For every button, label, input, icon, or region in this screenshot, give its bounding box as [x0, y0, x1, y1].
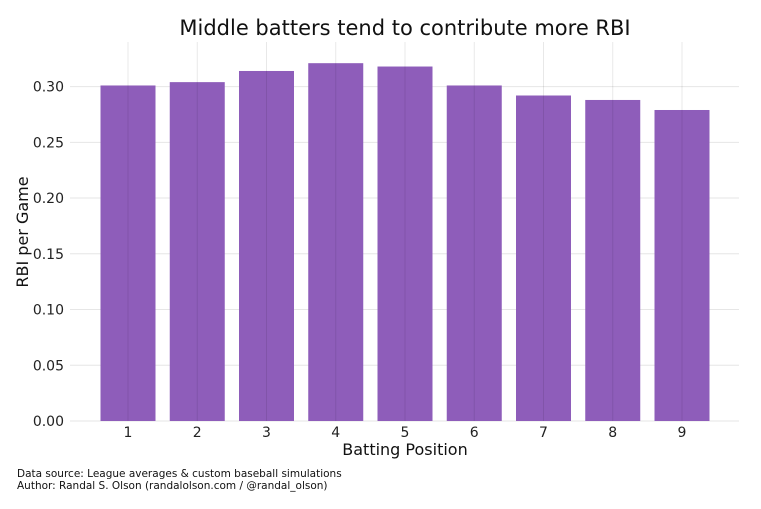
vertical-grid-lines	[127, 42, 683, 421]
bar	[169, 82, 225, 422]
bar	[654, 109, 710, 421]
x-tick-label: 6	[470, 425, 479, 441]
bar	[446, 85, 502, 422]
footer-author: Author: Randal S. Olson (randalolson.com…	[17, 480, 328, 492]
x-tick-label: 8	[608, 425, 617, 441]
bar	[308, 63, 364, 421]
y-tick-label: 0.15	[33, 247, 64, 263]
bar	[239, 70, 294, 421]
bar	[377, 66, 433, 421]
chart-title: Middle batters tend to contribute more R…	[179, 16, 630, 40]
y-tick-label: 0.05	[33, 358, 64, 374]
x-tick-label: 9	[678, 425, 687, 441]
x-tick-label: 4	[331, 425, 340, 441]
bar	[516, 95, 571, 421]
x-tick-label: 3	[262, 425, 271, 441]
x-tick-label: 2	[193, 425, 202, 441]
bars	[100, 63, 710, 422]
y-tick-label: 0.10	[33, 303, 64, 319]
y-tick-label: 0.30	[33, 80, 64, 96]
footer-data-source: Data source: League averages & custom ba…	[17, 468, 342, 480]
bar	[585, 99, 641, 421]
x-axis-label: Batting Position	[342, 440, 467, 459]
bar	[100, 85, 156, 422]
y-axis-label: RBI per Game	[13, 176, 32, 287]
x-axis-ticks: 1 2 3 4 5 6 7 8 9	[124, 425, 687, 441]
y-tick-label: 0.25	[33, 135, 64, 151]
x-tick-label: 1	[124, 425, 133, 441]
y-tick-label: 0.00	[33, 414, 64, 430]
x-tick-label: 5	[401, 425, 410, 441]
y-tick-label: 0.20	[33, 191, 64, 207]
x-tick-label: 7	[539, 425, 548, 441]
y-axis-ticks: 0.00 0.05 0.10 0.15 0.20 0.25 0.30	[33, 80, 64, 430]
